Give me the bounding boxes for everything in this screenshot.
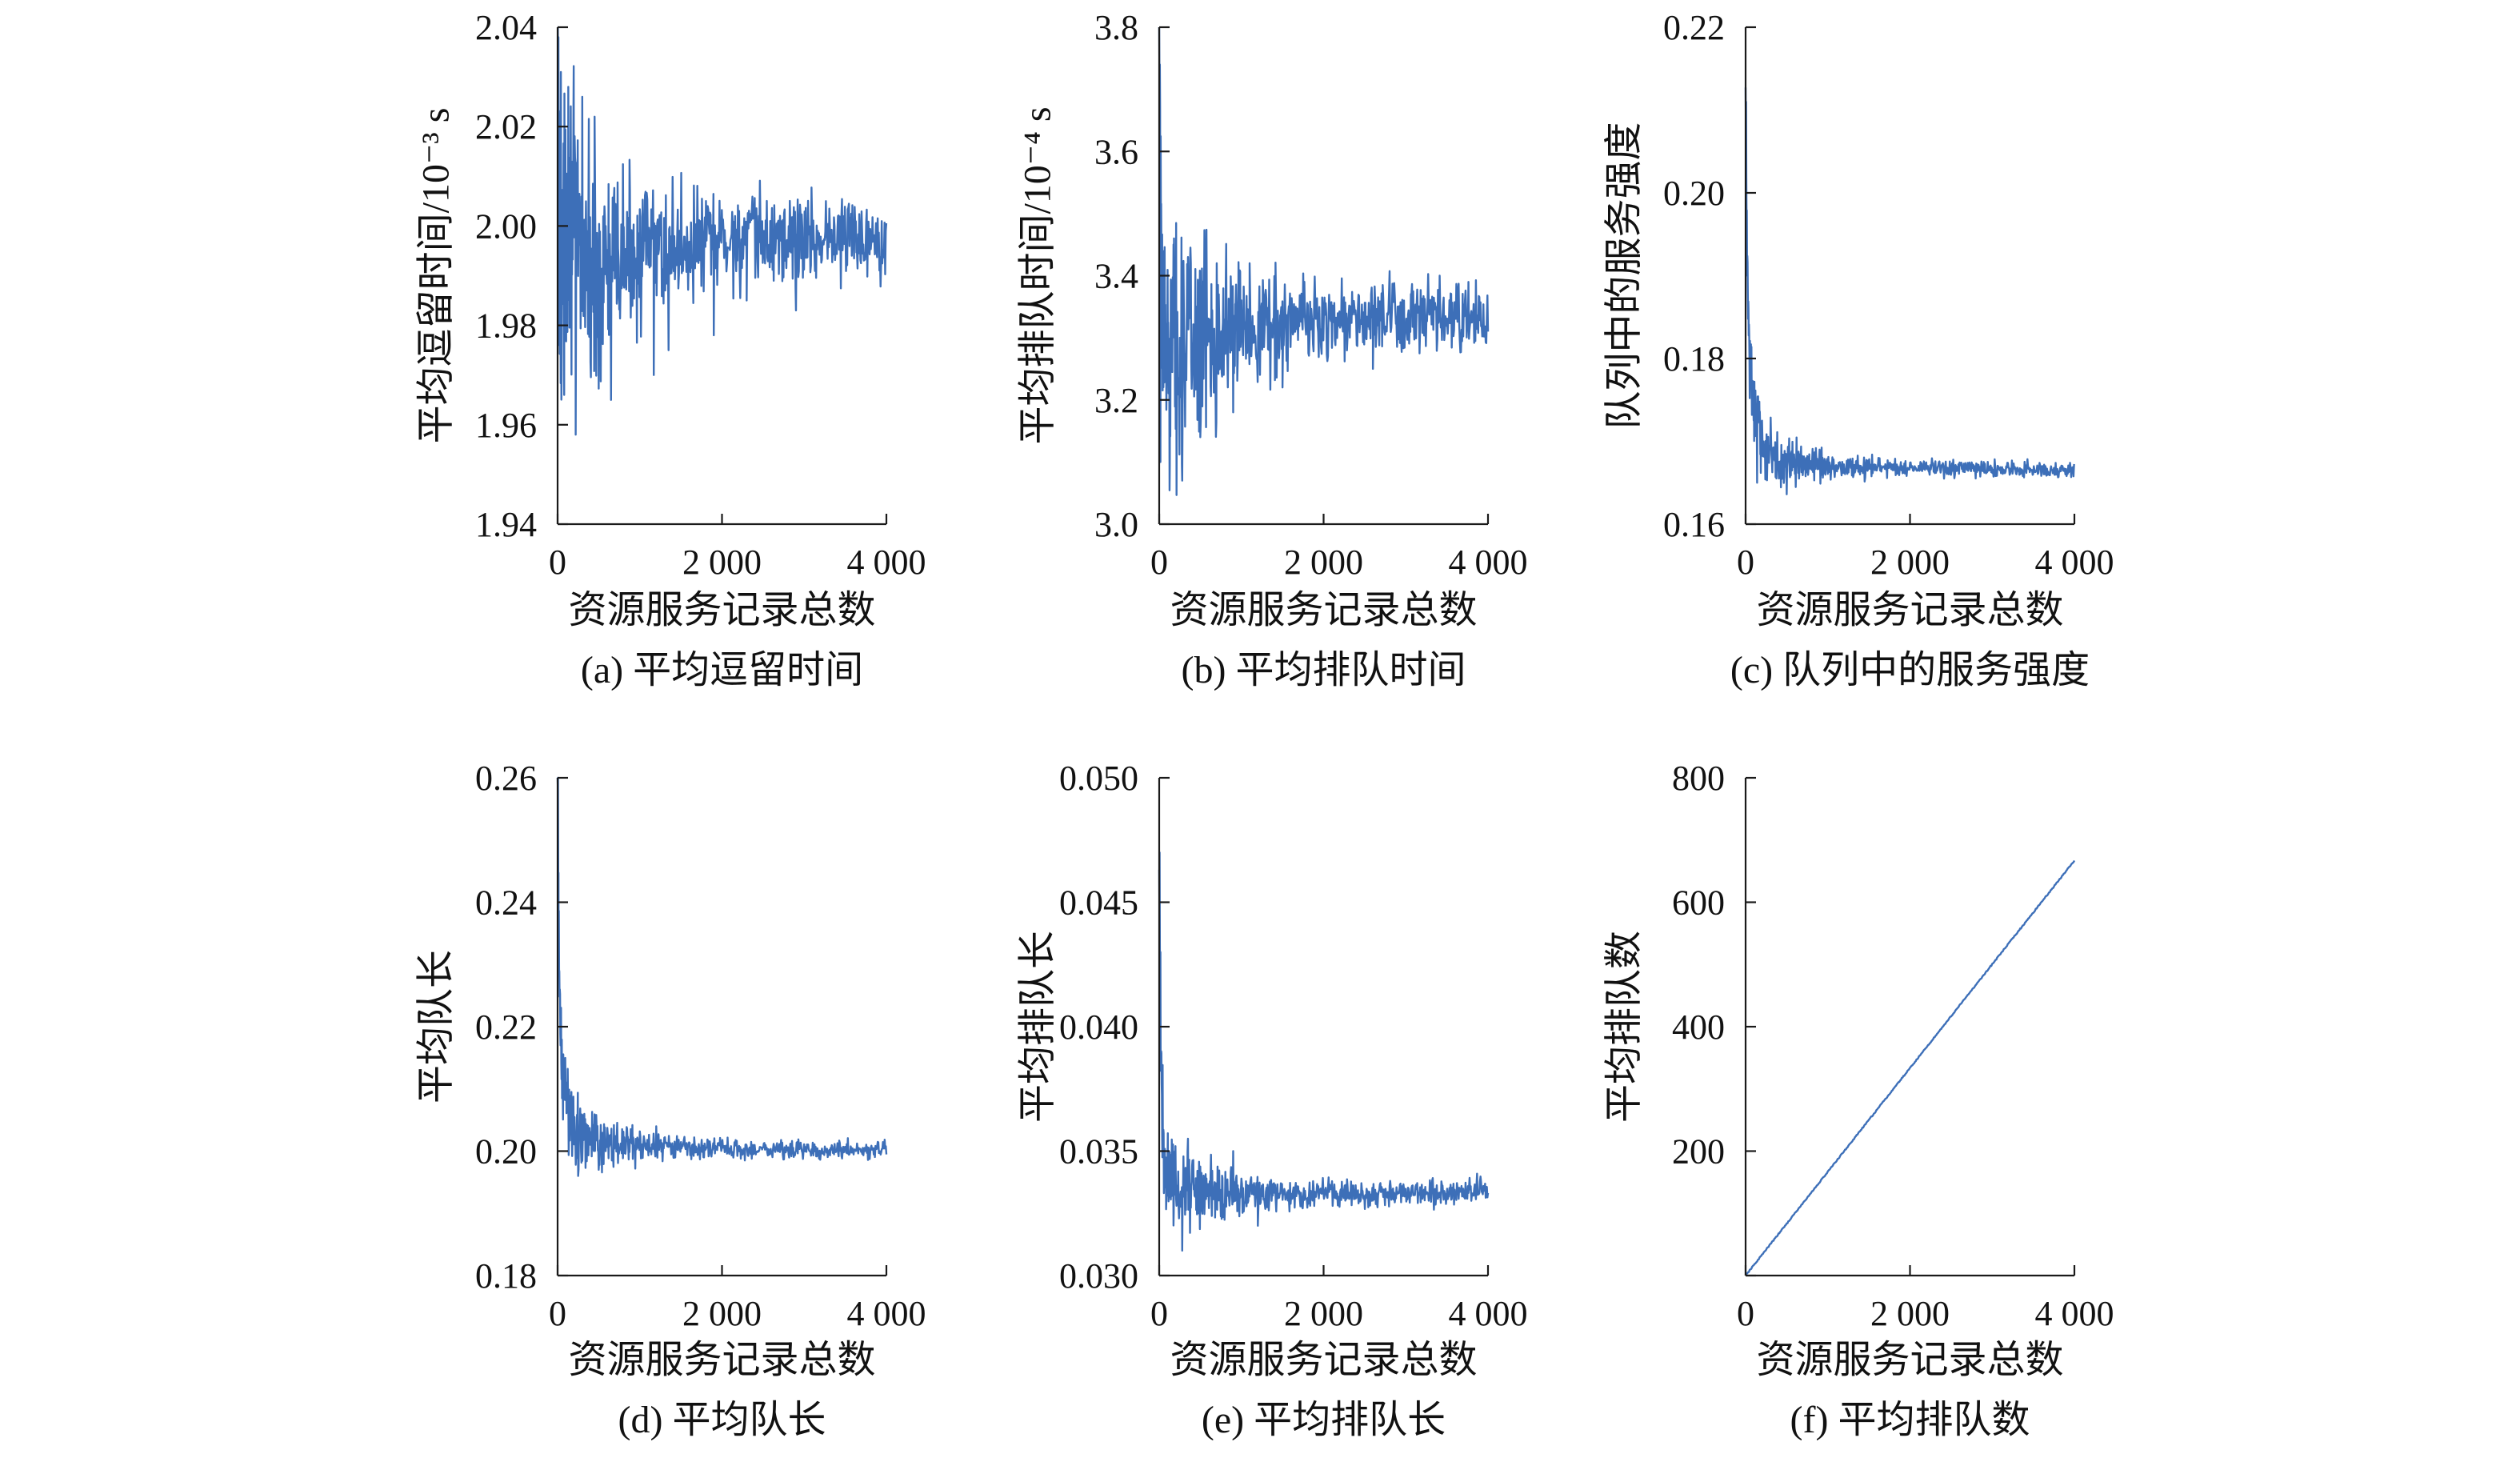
- x-tick-label: 0: [1737, 1294, 1754, 1333]
- y-tick-label: 3.0: [1094, 505, 1138, 544]
- x-tick-label: 0: [1150, 1294, 1168, 1333]
- y-tick-label: 0.26: [475, 759, 537, 798]
- x-axis-label: 资源服务记录总数: [1756, 589, 2063, 631]
- panels: 1.94 1.96 1.98 2.00 2.02 2.04 0 2 000 4 000 资源服务记…: [415, 8, 2114, 1441]
- x-tick-label: 2 000: [1870, 1294, 1950, 1333]
- y-tick-label: 3.6: [1094, 132, 1138, 171]
- x-tick-label: 4 000: [1449, 543, 1528, 582]
- y-tick-label: 200: [1672, 1132, 1725, 1172]
- x-tick-label: 0: [1150, 543, 1168, 582]
- y-tick-label: 2.00: [475, 206, 537, 246]
- x-axis-label: 资源服务记录总数: [1170, 589, 1477, 631]
- y-tick-label: 3.4: [1094, 257, 1138, 296]
- x-tick-label: 4 000: [847, 1294, 926, 1333]
- x-tick-label: 0: [549, 1294, 566, 1333]
- series-line-f-0: [1745, 859, 2076, 1276]
- subplot-caption: (b) 平均排队时间: [1182, 649, 1466, 691]
- y-tick-label: 0.24: [475, 883, 537, 923]
- chart-panel-a: 1.94 1.96 1.98 2.00 2.02 2.04 0 2 000 4 000 资源服务记…: [415, 8, 926, 691]
- y-tick-label: 0.045: [1059, 883, 1138, 923]
- subplot-caption: (e) 平均排队长: [1202, 1399, 1446, 1441]
- chart-panel-b: 3.0 3.2 3.4 3.6 3.8 0 2 000 4 000 资源服务记录总数 平均排队时间…: [1017, 8, 1528, 691]
- chart-panel-d: 0.18 0.20 0.22 0.24 0.26 0 2 000 4 000 资源服务记录总数 平…: [415, 759, 926, 1441]
- y-tick-label: 800: [1672, 759, 1725, 798]
- subplot-caption: (f) 平均排队数: [1790, 1399, 2030, 1441]
- y-tick-label: 0.22: [475, 1007, 537, 1047]
- x-tick-label: 0: [1737, 543, 1754, 582]
- y-tick-label: 0.040: [1059, 1007, 1138, 1047]
- y-tick-label: 0.16: [1663, 505, 1725, 544]
- y-axis-label: 平均逗留时间/10⁻³ s: [415, 108, 458, 444]
- x-tick-label: 2 000: [1284, 543, 1363, 582]
- y-tick-label: 0.20: [1663, 174, 1725, 213]
- series-line-d-0: [556, 776, 888, 1177]
- y-tick-label: 0.22: [1663, 8, 1725, 47]
- y-tick-label: 1.98: [475, 306, 537, 346]
- x-tick-label: 4 000: [847, 543, 926, 582]
- y-tick-label: 3.2: [1094, 381, 1138, 420]
- series-line-b-0: [1158, 26, 1490, 496]
- y-tick-label: 3.8: [1094, 8, 1138, 47]
- x-tick-label: 4 000: [2035, 543, 2114, 582]
- y-tick-label: 2.04: [475, 8, 537, 47]
- x-tick-label: 2 000: [1284, 1294, 1363, 1333]
- series-line-c-0: [1744, 87, 2075, 495]
- subplot-caption: (d) 平均队长: [618, 1399, 826, 1441]
- x-tick-label: 2 000: [682, 543, 762, 582]
- x-axis-label: 资源服务记录总数: [568, 589, 875, 631]
- x-axis-label: 资源服务记录总数: [1756, 1339, 2063, 1381]
- x-tick-label: 0: [549, 543, 566, 582]
- y-axis-label: 平均排队数: [1603, 931, 1646, 1123]
- x-tick-label: 4 000: [1449, 1294, 1528, 1333]
- y-tick-label: 2.02: [475, 107, 537, 146]
- y-tick-label: 0.035: [1059, 1132, 1138, 1172]
- chart-panel-e: 0.030 0.035 0.040 0.045 0.050 0 2 000 4 000 资源服务…: [1017, 759, 1528, 1441]
- y-tick-label: 0.030: [1059, 1256, 1138, 1296]
- y-tick-label: 0.20: [475, 1132, 537, 1172]
- y-tick-label: 400: [1672, 1007, 1725, 1047]
- subplot-caption: (c) 队列中的服务强度: [1730, 649, 2090, 691]
- x-tick-label: 4 000: [2035, 1294, 2114, 1333]
- y-tick-label: 1.96: [475, 406, 537, 445]
- y-tick-label: 600: [1672, 883, 1725, 923]
- x-tick-label: 2 000: [1870, 543, 1950, 582]
- y-axis-label: 平均队长: [415, 950, 458, 1104]
- y-axis-label: 平均排队时间/10⁻⁴ s: [1017, 106, 1059, 444]
- x-axis-label: 资源服务记录总数: [1170, 1339, 1477, 1381]
- x-axis-label: 资源服务记录总数: [568, 1339, 875, 1381]
- y-tick-label: 0.18: [475, 1256, 537, 1296]
- y-tick-label: 1.94: [475, 505, 537, 544]
- y-tick-label: 0.050: [1059, 759, 1138, 798]
- x-tick-label: 2 000: [682, 1294, 762, 1333]
- series-line-a-0: [557, 26, 888, 436]
- y-axis-label: 平均排队长: [1017, 931, 1059, 1123]
- y-tick-label: 0.18: [1663, 339, 1725, 379]
- chart-panel-f: 200 400 600 800 0 2 000 4 000 资源服务记录总数 平均排队数 (f) …: [1603, 759, 2114, 1441]
- chart-panel-c: 0.16 0.18 0.20 0.22 0 2 000 4 000 资源服务记录总数 队列中的服…: [1603, 8, 2114, 691]
- subplot-caption: (a) 平均逗留时间: [581, 649, 863, 691]
- y-axis-label: 队列中的服务强度: [1603, 122, 1646, 429]
- series-line-e-0: [1158, 851, 1490, 1252]
